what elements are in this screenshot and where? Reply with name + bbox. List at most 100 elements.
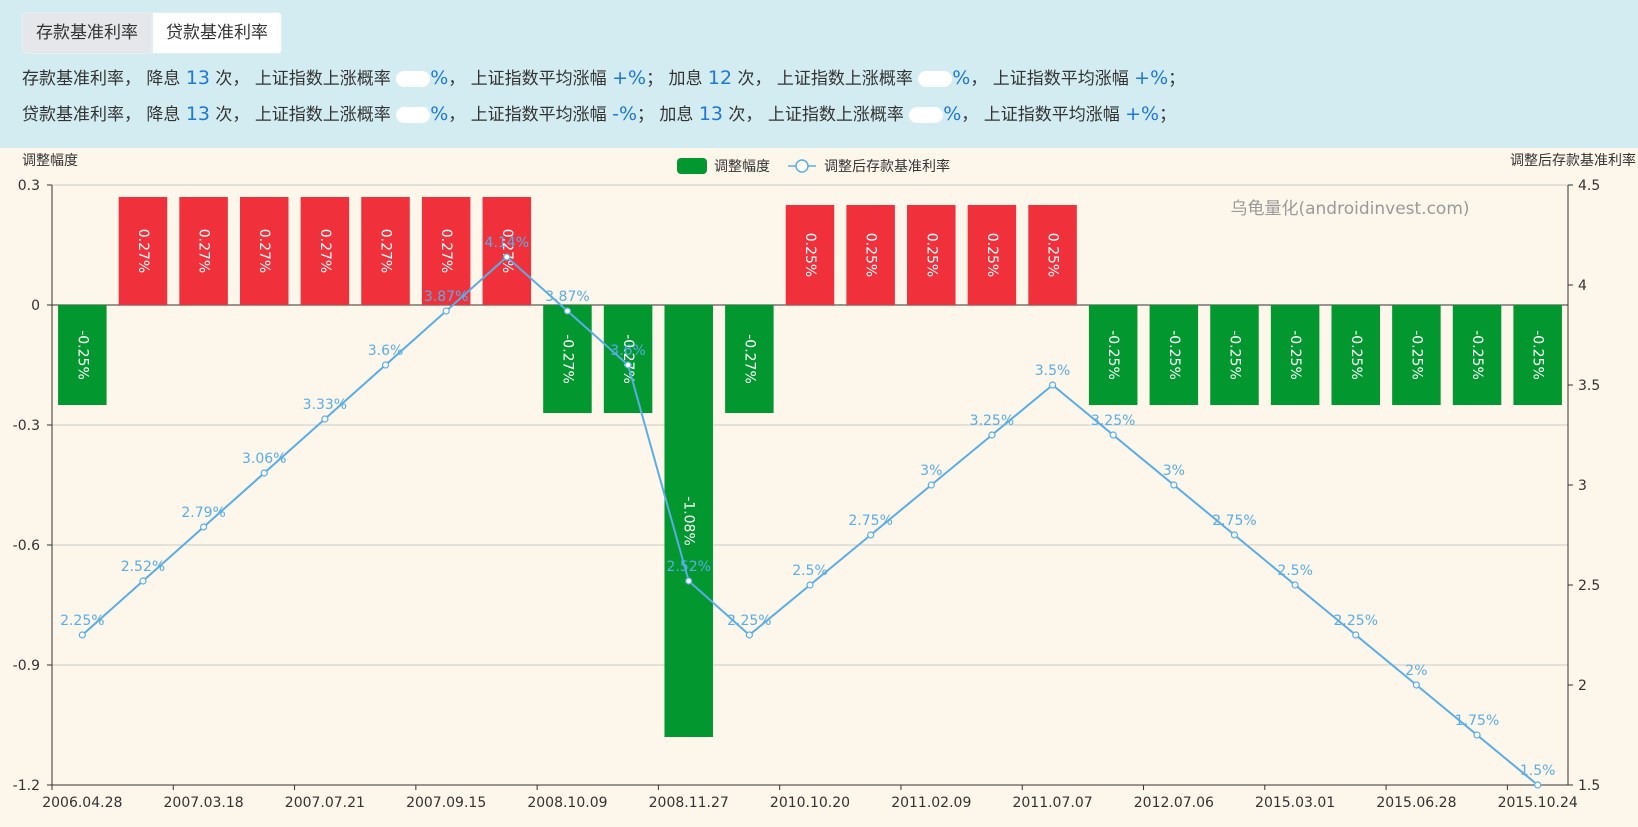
bar-data-label: -0.27% xyxy=(741,334,757,384)
bar-mark xyxy=(1452,305,1502,405)
bar-data-label: -0.27% xyxy=(620,334,636,384)
line-point xyxy=(806,581,814,589)
line-point xyxy=(1473,731,1481,739)
bar-mark xyxy=(603,305,653,413)
bar-data-label: -0.27% xyxy=(559,334,575,384)
axes: 0.30-0.3-0.6-0.9-1.24.543.532.521.5调整幅度调… xyxy=(13,152,1636,811)
line-data-label: 2.25% xyxy=(60,613,104,629)
line-data-label: 2.25% xyxy=(727,613,771,629)
y-right-tick-label: 1.5 xyxy=(1578,778,1600,794)
line-data-label: 2.5% xyxy=(792,563,828,579)
bar-mark xyxy=(1270,305,1320,405)
line-point xyxy=(563,307,572,315)
hike-label: 加息 xyxy=(668,69,703,89)
hike-label: 加息 xyxy=(659,105,694,125)
line-point xyxy=(381,361,390,369)
bar-mark xyxy=(300,197,350,305)
deposit-summary: 存款基准利率， 降息 13 次， 上证指数上涨概率 %， 上证指数平均涨幅 +%… xyxy=(22,67,1186,89)
bar-mark xyxy=(482,197,532,305)
line-data-label: 2.52% xyxy=(666,559,710,575)
line-data-label: 3.25% xyxy=(970,413,1014,429)
cut-label: 降息 xyxy=(146,105,181,125)
up-prob-label: 上证指数上涨概率 xyxy=(254,69,391,89)
bar-data-label: -0.25% xyxy=(1408,330,1424,380)
hike-up-prob-value: % xyxy=(943,103,962,125)
summary-name: 贷款基准利率 xyxy=(22,105,124,125)
rate-type-tabs: 存款基准利率 贷款基准利率 xyxy=(22,12,282,54)
line-data-label: 3% xyxy=(1163,463,1185,479)
bar-mark xyxy=(1088,305,1138,405)
line-point xyxy=(260,469,268,477)
line-data-label: 3.6% xyxy=(368,343,404,359)
x-tick-label: 2008.10.09 xyxy=(527,795,607,811)
loan-summary: 贷款基准利率， 降息 13 次， 上证指数上涨概率 %， 上证指数平均涨幅 -%… xyxy=(22,103,1177,125)
line-point xyxy=(1109,431,1117,439)
hike-avg-gain-value: +% xyxy=(1125,103,1160,125)
cut-up-prob-value: % xyxy=(430,67,449,89)
line-data-label: 3.87% xyxy=(424,289,468,305)
line-point xyxy=(139,577,147,585)
bar-data-label: -0.25% xyxy=(1530,330,1546,380)
cut-avg-gain-value: +% xyxy=(612,67,647,89)
bar-mark xyxy=(361,197,410,305)
bar-mark xyxy=(543,305,592,413)
bar-data-label: 0.25% xyxy=(1045,233,1061,277)
tab-loan-rate[interactable]: 贷款基准利率 xyxy=(152,12,282,54)
avg-gain-label: 上证指数平均涨幅 xyxy=(992,69,1129,89)
bar-data-label: -0.25% xyxy=(1105,330,1121,380)
bar-data-label: 0.25% xyxy=(984,233,1000,277)
y-right-tick-label: 3.5 xyxy=(1578,378,1600,394)
cut-count: 13 xyxy=(185,67,210,89)
y-left-tick-label: -1.2 xyxy=(13,778,40,794)
line-data-label: 3% xyxy=(920,463,942,479)
x-tick-label: 2007.09.15 xyxy=(406,795,486,811)
line-point xyxy=(927,481,935,489)
x-tick-label: 2011.02.09 xyxy=(891,795,971,811)
bar-mark xyxy=(967,205,1017,305)
line-data-label: 2.75% xyxy=(1212,513,1256,529)
legend-line-marker xyxy=(795,159,809,173)
line-point xyxy=(200,523,208,531)
redaction-mark xyxy=(909,107,944,123)
bar-mark xyxy=(785,205,835,305)
line-point xyxy=(321,415,329,423)
line-point xyxy=(503,253,511,261)
y-left-tick-label: 0.3 xyxy=(18,178,40,194)
redaction-mark xyxy=(918,71,953,87)
bar-series: -0.25% 0.27% 0.27% 0.27% 0.27% 0.27% 0.27% 0.27… xyxy=(58,197,1562,737)
line-point xyxy=(1412,681,1421,689)
chart-legend: 调整幅度 调整后存款基准利率 xyxy=(677,158,950,175)
bar-data-label: 0.25% xyxy=(802,233,818,277)
top-panel: 存款基准利率 贷款基准利率 存款基准利率， 降息 13 次， 上证指数上涨概率 … xyxy=(0,0,1638,148)
line-data-label: 3.25% xyxy=(1091,413,1135,429)
hike-avg-gain-value: +% xyxy=(1134,67,1169,89)
line-point xyxy=(1291,581,1299,589)
legend-bar-swatch xyxy=(677,158,707,174)
line-point xyxy=(624,361,632,369)
line-data-label: 2.5% xyxy=(1277,563,1313,579)
tab-deposit-rate[interactable]: 存款基准利率 xyxy=(22,12,152,54)
cut-avg-gain-value: -% xyxy=(612,103,638,125)
bar-data-label: -0.25% xyxy=(1287,330,1303,380)
watermark-text: 乌龟量化(androidinvest.com) xyxy=(1230,199,1469,219)
cut-count: 13 xyxy=(185,103,210,125)
bar-mark xyxy=(421,197,471,305)
bar-data-label: -0.25% xyxy=(1469,330,1485,380)
y-left-tick-label: -0.6 xyxy=(13,538,40,554)
bar-mark xyxy=(179,197,228,305)
cut-label: 降息 xyxy=(146,69,181,89)
y-right-tick-label: 4.5 xyxy=(1578,178,1600,194)
x-tick-label: 2010.10.20 xyxy=(770,795,850,811)
line-data-label: 4.14% xyxy=(485,235,529,251)
bar-data-label: -0.25% xyxy=(74,330,90,380)
bar-mark xyxy=(239,197,289,305)
line-series: 2.25% 2.52% 2.79% 3.06% 3.33% 3.6% 3.87% 4.14% 3… xyxy=(60,235,1555,789)
cut-up-prob-value: % xyxy=(430,103,449,125)
bar-data-label: -0.25% xyxy=(1226,330,1242,380)
y-left-tick-label: -0.9 xyxy=(13,658,40,674)
bar-mark xyxy=(1331,305,1381,405)
bar-data-label: -0.25% xyxy=(1348,330,1364,380)
y-right-tick-label: 2.5 xyxy=(1578,578,1600,594)
line-data-label: 3.5% xyxy=(1035,363,1071,379)
bar-data-label: 0.27% xyxy=(135,229,151,273)
